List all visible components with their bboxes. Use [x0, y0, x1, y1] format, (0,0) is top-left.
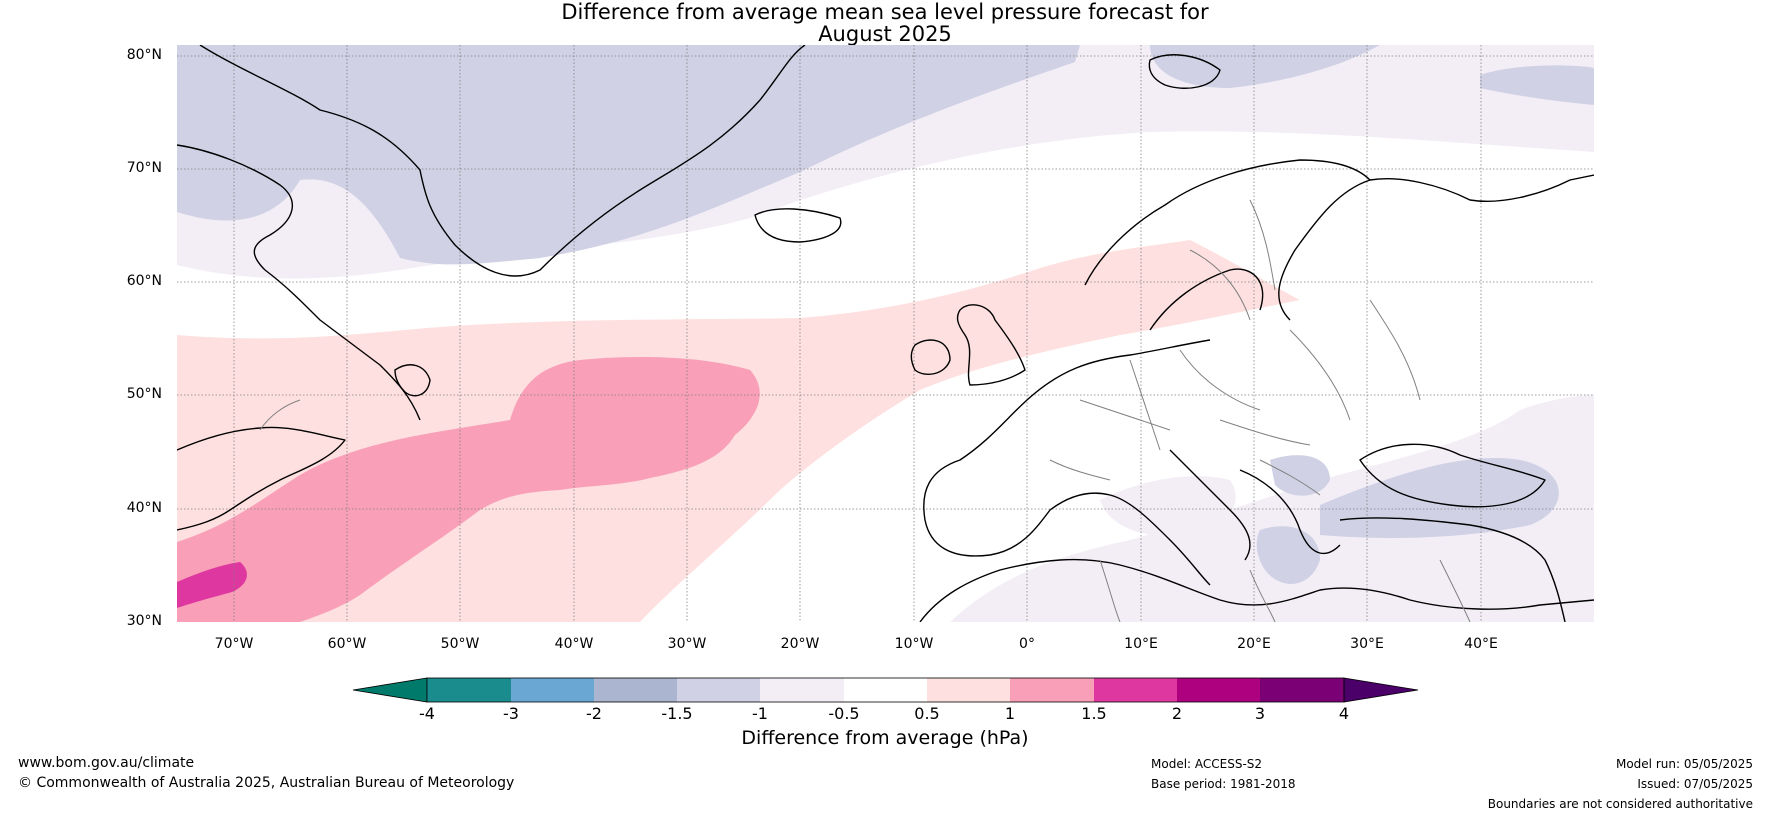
coastline-kola-russia: [1369, 174, 1594, 202]
lon-label-40e: 40°E: [1464, 636, 1498, 652]
colorbar-tick-label: 1.5: [1081, 704, 1107, 723]
colorbar-segment-2: [511, 678, 594, 702]
colorbar-tick-label: 3: [1254, 704, 1266, 723]
colorbar-tick-label: -4: [419, 704, 435, 723]
coastline-great-britain: [956, 304, 1026, 386]
model-run-date: Model run: 05/05/2025: [1615, 757, 1753, 771]
coastline-western-europe: [923, 339, 1211, 586]
colorbar-tick-label: 2: [1171, 704, 1183, 723]
colorbar-tick-label: -2: [586, 704, 602, 723]
lat-label-60n: 60°N: [126, 273, 162, 289]
issued-date: Issued: 07/05/2025: [1637, 777, 1753, 791]
base-period: Base period: 1981-2018: [1151, 777, 1296, 791]
anomaly-region-minus-0.5-to-minus-1-south: [950, 395, 1594, 622]
coastline-turkey-levant: [1339, 517, 1566, 622]
copyright-notice: © Commonwealth of Australia 2025, Austra…: [18, 775, 515, 791]
colorbar-under-triangle: [352, 677, 428, 703]
anomaly-region-minus-0.5-to-minus-1-adriatic: [1100, 476, 1236, 537]
anomaly-region-minus-1-to-minus-1.5-barents: [1480, 65, 1594, 105]
colorbar-tick-label: 4: [1338, 704, 1350, 723]
anomaly-region-1.5-to-2: [177, 562, 247, 608]
lon-label-30w: 30°W: [667, 636, 707, 652]
lon-label-50w: 50°W: [440, 636, 480, 652]
coastline-us-east-coast: [177, 426, 346, 531]
colorbar: [352, 677, 1419, 703]
colorbar-segment-4: [677, 678, 760, 702]
model-name: Model: ACCESS-S2: [1151, 757, 1263, 771]
lon-label-20w: 20°W: [780, 636, 820, 652]
colorbar-over-triangle: [1343, 677, 1419, 703]
colorbar-segment-10: [1177, 678, 1260, 702]
colorbar-tick-label: -0.5: [828, 704, 860, 723]
colorbar-tick-label: 0.5: [914, 704, 940, 723]
colorbar-tick-label: -3: [503, 704, 519, 723]
colorbar-title: Difference from average (hPa): [741, 727, 1029, 749]
colorbar-segment-7: [927, 678, 1010, 702]
title-line-2: August 2025: [818, 22, 952, 46]
country-borders: [259, 199, 1471, 622]
coastline-scandinavia: [1084, 159, 1371, 331]
lon-label-60w: 60°W: [327, 636, 367, 652]
coastline-svalbard: [1148, 54, 1221, 89]
anomaly-region-minus-1-to-minus-1.5-north: [177, 45, 1080, 265]
lon-label-40w: 40°W: [554, 636, 594, 652]
gridlines: [177, 45, 1594, 622]
anomaly-region-minus-1-to-minus-1.5-balkans: [1270, 455, 1330, 496]
colorbar-segment-6: [844, 678, 927, 702]
colorbar-segment-5: [760, 678, 844, 702]
lat-label-70n: 70°N: [126, 160, 162, 176]
anomaly-region-minus-1-to-minus-1.5-aegean: [1256, 526, 1320, 584]
lat-label-80n: 80°N: [126, 47, 162, 63]
colorbar-segment-8: [1010, 678, 1094, 702]
coastline-ireland: [910, 339, 951, 376]
lon-label-10e: 10°E: [1124, 636, 1158, 652]
coastline-newfoundland-nova-scotia: [394, 364, 431, 397]
colorbar-tick-label: 1: [1004, 704, 1016, 723]
colorbar-tick-label: -1.5: [661, 704, 693, 723]
coastline-iceland: [754, 208, 842, 243]
coastline-greenland: [199, 45, 806, 277]
lon-label-10w: 10°W: [894, 636, 934, 652]
colorbar-segment-9: [1094, 678, 1177, 702]
title-line-1: Difference from average mean sea level p…: [561, 0, 1209, 24]
anomaly-region-1-to-1.5: [177, 357, 760, 622]
coastline-black-sea: [1359, 443, 1546, 508]
coastline-baffin-labrador: [177, 144, 421, 421]
lon-label-20e: 20°E: [1237, 636, 1271, 652]
coastline-north-africa: [919, 558, 1594, 622]
boundaries-disclaimer: Boundaries are not considered authoritat…: [1487, 797, 1753, 811]
lon-label-30e: 30°E: [1350, 636, 1384, 652]
colorbar-tick-label: -1: [752, 704, 768, 723]
lon-label-70w: 70°W: [214, 636, 254, 652]
lat-label-50n: 50°N: [126, 386, 162, 402]
lon-label-0: 0°: [1019, 636, 1035, 652]
coastlines: [177, 45, 1594, 622]
coastline-italy-balkans: [1169, 449, 1341, 561]
colorbar-segment-1: [427, 678, 511, 702]
lat-label-30n: 30°N: [126, 613, 162, 629]
colorbar-segment-11: [1260, 678, 1344, 702]
website-url: www.bom.gov.au/climate: [18, 755, 195, 771]
lat-label-40n: 40°N: [126, 500, 162, 516]
colorbar-segment-3: [594, 678, 677, 702]
